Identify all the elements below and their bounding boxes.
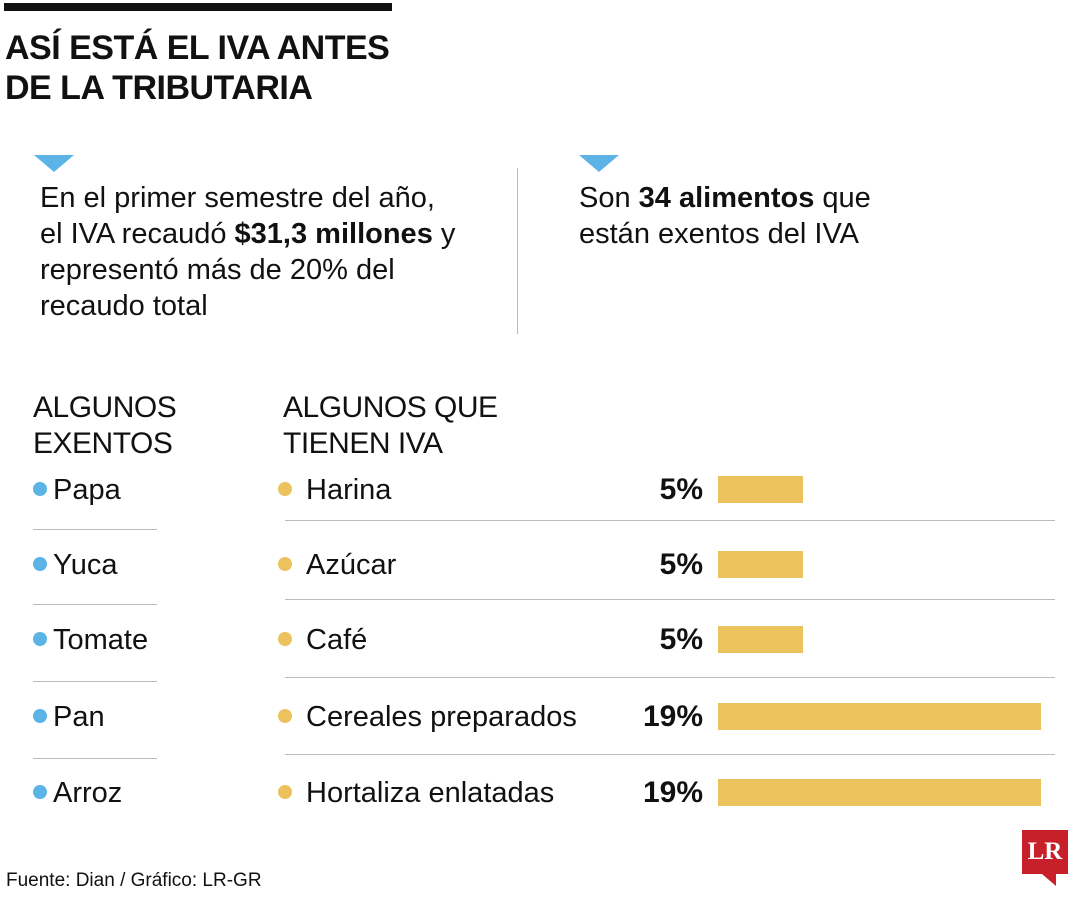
taxed-item: Cereales preparados [278, 699, 577, 735]
exempt-item: Tomate [33, 622, 148, 658]
row-separator [285, 754, 1055, 755]
bar [718, 779, 1041, 806]
category-label: Cereales preparados [306, 701, 577, 733]
category-label: Azúcar [306, 549, 397, 581]
bullet-icon [33, 785, 47, 800]
value-label: 5% [659, 623, 703, 656]
row-separator [33, 758, 157, 759]
taxed-item: Café [278, 622, 367, 658]
row-separator [33, 681, 157, 682]
exempt-item: Arroz [33, 775, 122, 811]
value-label: 5% [659, 473, 703, 506]
bullet-icon [278, 785, 292, 800]
divider [517, 168, 518, 334]
bullet-icon [33, 632, 47, 647]
stat-revenue: En el primer semestre del año, el IVA re… [40, 182, 456, 322]
bullet-icon [278, 557, 292, 572]
bar [718, 551, 803, 578]
bullet-icon [278, 482, 292, 497]
triangle-marker-icon [579, 155, 619, 172]
exempt-label: Yuca [53, 549, 118, 581]
bullet-icon [278, 709, 292, 724]
bullet-icon [33, 482, 47, 497]
value-label: 5% [659, 548, 703, 581]
row-separator [285, 677, 1055, 678]
exempt-header: ALGUNOS EXENTOS [33, 391, 177, 460]
category-label: Hortaliza enlatadas [306, 777, 555, 809]
bullet-icon [33, 557, 47, 572]
exempt-item: Yuca [33, 547, 118, 583]
exempt-label: Papa [53, 474, 121, 506]
bar [718, 476, 803, 503]
bar [718, 626, 803, 653]
taxed-item: Harina [278, 472, 391, 508]
lr-logo: LR [1022, 830, 1068, 886]
category-label: Harina [306, 474, 392, 506]
title-line-1: ASÍ ESTÁ EL IVA ANTES [5, 29, 390, 67]
taxed-item: Hortaliza enlatadas [278, 775, 554, 811]
row-separator [285, 520, 1055, 521]
value-label: 19% [642, 700, 703, 733]
exempt-item: Pan [33, 699, 105, 735]
top-rule [4, 3, 392, 11]
title-line-2: DE LA TRIBUTARIA [5, 69, 313, 107]
bullet-icon [33, 709, 47, 724]
source-note: Fuente: Dian / Gráfico: LR-GR [6, 870, 262, 891]
exempt-item: Papa [33, 472, 121, 508]
exempt-label: Arroz [53, 777, 123, 809]
triangle-marker-icon [34, 155, 74, 172]
taxed-header: ALGUNOS QUE TIENEN IVA [283, 391, 498, 460]
row-separator [33, 604, 157, 605]
page-title: ASÍ ESTÁ EL IVA ANTES DE LA TRIBUTARIA [5, 28, 390, 108]
exempt-label: Pan [53, 701, 105, 733]
category-label: Café [306, 624, 368, 656]
taxed-item: Azúcar [278, 547, 396, 583]
exempt-label: Tomate [53, 624, 149, 656]
row-separator [285, 599, 1055, 600]
bullet-icon [278, 632, 292, 647]
bar [718, 703, 1041, 730]
row-separator [33, 529, 157, 530]
stat-exempt-count: Son 34 alimentos que están exentos del I… [579, 182, 871, 250]
value-label: 19% [642, 776, 703, 809]
